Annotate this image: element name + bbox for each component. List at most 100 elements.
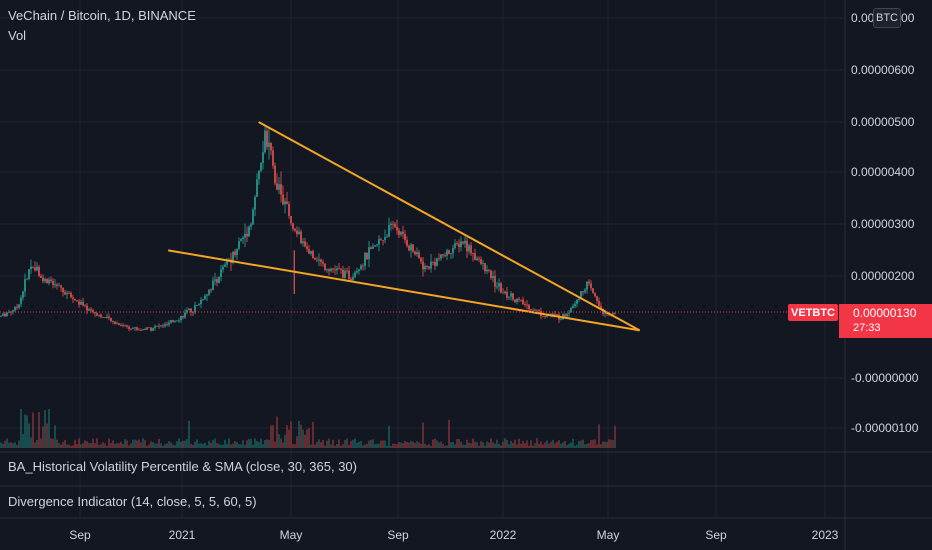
volume-bar [226,443,228,448]
volume-bar [272,425,274,448]
candle-body [82,301,84,306]
indicator-divergence-label[interactable]: Divergence Indicator (14, close, 5, 5, 6… [8,494,257,509]
volume-bar [222,444,224,448]
volume-bar [68,444,70,448]
volume-bar [290,421,292,448]
volume-bar [546,440,548,448]
volume-bar [544,442,546,448]
volume-bar [390,445,392,448]
candle-body [56,284,58,286]
indicator-hvp-label[interactable]: BA_Historical Volatility Percentile & SM… [8,459,357,474]
candle-body [464,240,466,244]
candle-body [392,223,394,225]
volume-bar [102,442,104,448]
candle-body [476,258,478,261]
volume-bar [98,444,100,448]
candle-body [472,253,474,255]
candle-body [248,226,250,237]
volume-bar [320,442,322,448]
volume-bar [258,442,260,448]
candle-body [494,276,496,287]
candle-body [350,279,352,281]
volume-bar [212,440,214,448]
volume-bar [288,429,290,448]
volume-bar [136,440,138,448]
volume-bar [76,444,78,448]
volume-bar [552,439,554,448]
volume-bar [428,444,430,448]
candle-body [598,300,600,306]
volume-bar [292,443,294,448]
candle-body [380,239,382,241]
volume-bar [568,443,570,448]
volume-bar [354,438,356,448]
price-axis[interactable]: 0.000007000.000006000.000005000.00000400… [851,11,919,435]
candle-body [564,314,566,317]
candle-body [260,162,262,171]
bar-countdown: 27:33 [853,322,881,334]
candle-body [594,293,596,297]
trendlines[interactable] [167,121,641,332]
candle-body [308,249,310,254]
volume-bar [336,444,338,448]
candle-body [36,266,38,271]
volume-bar [104,443,106,448]
volume-bar [190,443,192,448]
volume-bar [106,445,108,448]
volume-bar [234,441,236,448]
volume-bar [110,443,112,448]
volume-bar [72,445,74,448]
volume-bar [324,445,326,448]
candle-body [142,329,144,331]
candle-body [244,233,246,238]
candle-body [32,266,34,268]
candle-body [274,165,276,184]
candle-body [10,311,12,313]
volume-bar [118,443,120,448]
candle-body [166,324,168,325]
currency-badge[interactable]: BTC [873,8,901,28]
volume-bar [592,439,594,448]
volume-bar [464,444,466,448]
volume-bar [564,440,566,448]
candle-body [542,316,544,317]
volume-bar [28,423,30,448]
volume-bar [460,441,462,448]
candle-body [568,312,570,314]
trendline-lower[interactable] [167,249,640,332]
candle-body [330,268,332,272]
x-tick-label: Sep [705,528,727,542]
volume-bar [444,445,446,448]
candle-body [490,270,492,279]
candle-body [144,329,146,331]
candle-body [346,270,348,272]
volume-bar [260,438,262,448]
candle-body [168,322,170,325]
candle-body [28,269,30,279]
candle-body [506,291,508,298]
candle-body [192,312,194,313]
volume-bar [114,443,116,448]
volume-bar [350,441,352,448]
candle-body [154,326,156,329]
candle-body [408,245,410,251]
candle-body [40,276,42,278]
candle-body [356,271,358,273]
volume-bar [422,422,424,448]
volume-bar [108,438,110,448]
candle-body [580,291,582,300]
time-axis[interactable]: Sep 2021 May Sep 2022 May Sep 2023 [69,528,838,542]
volume-bar [124,439,126,448]
candle-body [448,250,450,254]
volume-bar [66,444,68,448]
volume-bar [604,441,606,448]
trendline-upper[interactable] [258,121,641,332]
volume-bar [606,441,608,448]
volume-bar [380,440,382,448]
candle-body [574,303,576,307]
volume-bar [264,439,266,448]
y-tick-label: -0.00000000 [851,371,919,385]
candle-body [272,150,274,166]
volume-bar [574,445,576,448]
